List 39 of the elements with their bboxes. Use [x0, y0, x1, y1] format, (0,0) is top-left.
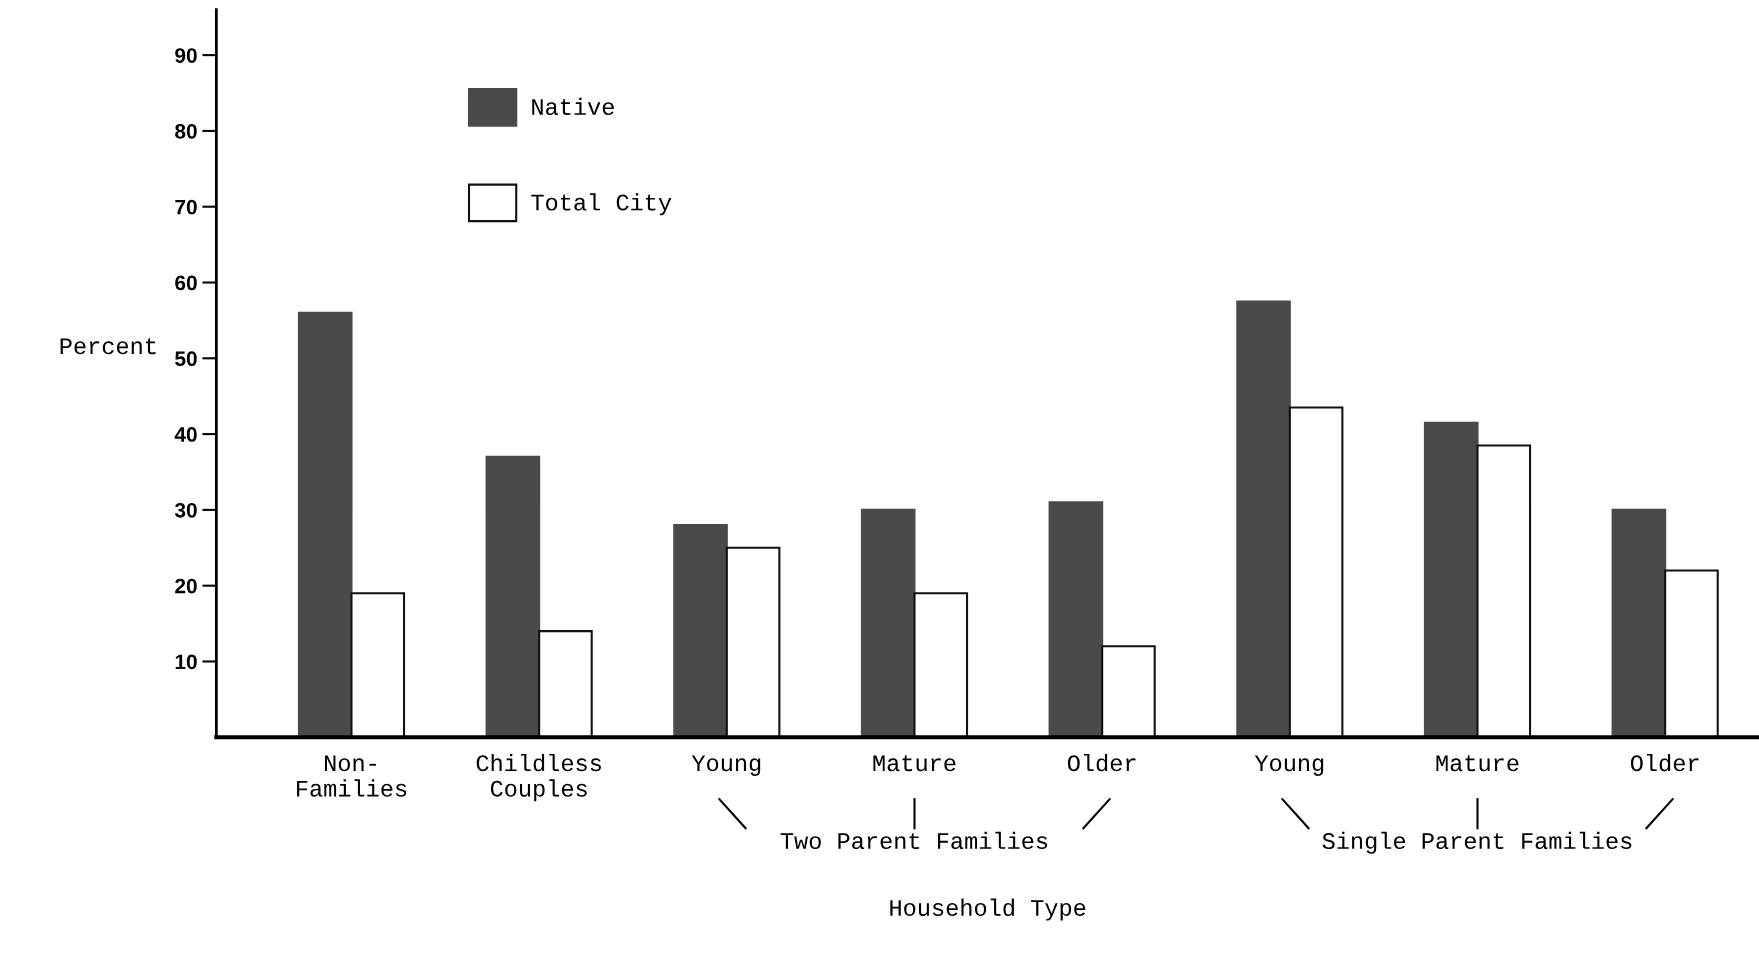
- y-tick-label: 30: [174, 502, 197, 518]
- bar: [350, 592, 406, 738]
- bar: [297, 311, 353, 738]
- y-tick-label: 20: [175, 578, 197, 594]
- x-tick-label: Childless Couples: [476, 753, 601, 802]
- bar: [725, 546, 781, 738]
- x-tick-label: Older: [1630, 753, 1699, 772]
- bar: [1423, 421, 1479, 738]
- x-tick-label: Non- Families: [297, 755, 407, 797]
- y-tick-label: 50: [175, 351, 197, 367]
- x-tick-label: Older: [1067, 753, 1136, 772]
- x-tick-label: Mature: [873, 755, 956, 772]
- bar: [1611, 508, 1667, 738]
- bar: [1048, 501, 1104, 738]
- y-tick-label: 10: [175, 654, 197, 670]
- bar: [1101, 645, 1156, 738]
- bar: [538, 630, 593, 738]
- text: Two Parent Families: [780, 831, 1048, 850]
- x-tick-label: Young: [691, 755, 761, 776]
- y-tick-label: 40: [174, 427, 197, 442]
- bar: [1288, 406, 1344, 738]
- bar: [1476, 444, 1532, 738]
- bar: [1664, 569, 1719, 738]
- y-tick-label: 90: [175, 48, 197, 63]
- x-tick-label: Young: [1254, 755, 1324, 776]
- legend-label: Native: [532, 97, 614, 116]
- text: Single Parent Families: [1322, 831, 1632, 854]
- bar: [485, 455, 541, 738]
- y-tick-label: 70: [175, 199, 197, 215]
- x-tick-label: Mature: [1436, 755, 1519, 772]
- y-tick-label: 80: [175, 123, 197, 139]
- bar: [860, 508, 916, 738]
- bar: [673, 524, 728, 738]
- y-axis-title: Percent: [60, 338, 156, 355]
- bar: [913, 592, 969, 738]
- bar: [1236, 300, 1291, 738]
- x-axis-title: Household Type: [890, 898, 1086, 921]
- y-tick-label: 60: [175, 275, 197, 291]
- legend-label: Total City: [531, 193, 672, 216]
